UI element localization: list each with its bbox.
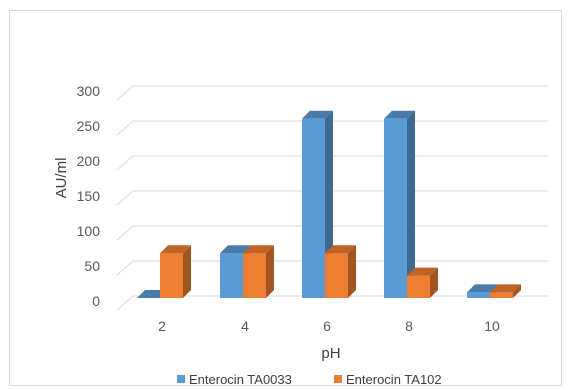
x-axis-title: pH — [321, 345, 340, 362]
legend: Enterocin TA0033 Enterocin TA102 — [177, 372, 442, 387]
legend-label: Enterocin TA102 — [346, 372, 442, 387]
y-axis-tick-labels: 0 50 100 150 200 250 300 — [77, 83, 101, 309]
y-tick-label: 200 — [77, 153, 101, 169]
y-tick-label: 0 — [92, 293, 100, 309]
y-tick-label: 300 — [77, 83, 101, 99]
y-tick-label: 150 — [77, 188, 101, 204]
bar — [325, 245, 356, 298]
y-tick-label: 100 — [77, 223, 101, 239]
x-tick-label: 10 — [484, 318, 500, 334]
gridline — [116, 85, 548, 101]
bar — [384, 110, 415, 298]
legend-item: Enterocin TA102 — [334, 372, 442, 387]
bar — [490, 284, 521, 298]
x-tick-label: 4 — [241, 318, 249, 334]
y-tick-label: 250 — [77, 118, 101, 134]
legend-swatch — [177, 375, 185, 383]
x-axis-tick-labels: 2 4 6 8 10 — [158, 318, 500, 334]
bars — [137, 110, 521, 298]
legend-swatch — [334, 375, 342, 383]
bar — [407, 267, 438, 298]
legend-item: Enterocin TA0033 — [177, 372, 292, 387]
y-axis-title: AU/ml — [53, 158, 70, 199]
chart-frame — [9, 10, 562, 386]
legend-label: Enterocin TA0033 — [189, 372, 292, 387]
x-tick-label: 2 — [158, 318, 166, 334]
x-tick-label: 8 — [405, 318, 413, 334]
gridline — [116, 295, 548, 311]
y-tick-label: 50 — [84, 258, 100, 274]
bar — [160, 245, 191, 298]
x-tick-label: 6 — [323, 318, 331, 334]
bar — [243, 245, 274, 298]
